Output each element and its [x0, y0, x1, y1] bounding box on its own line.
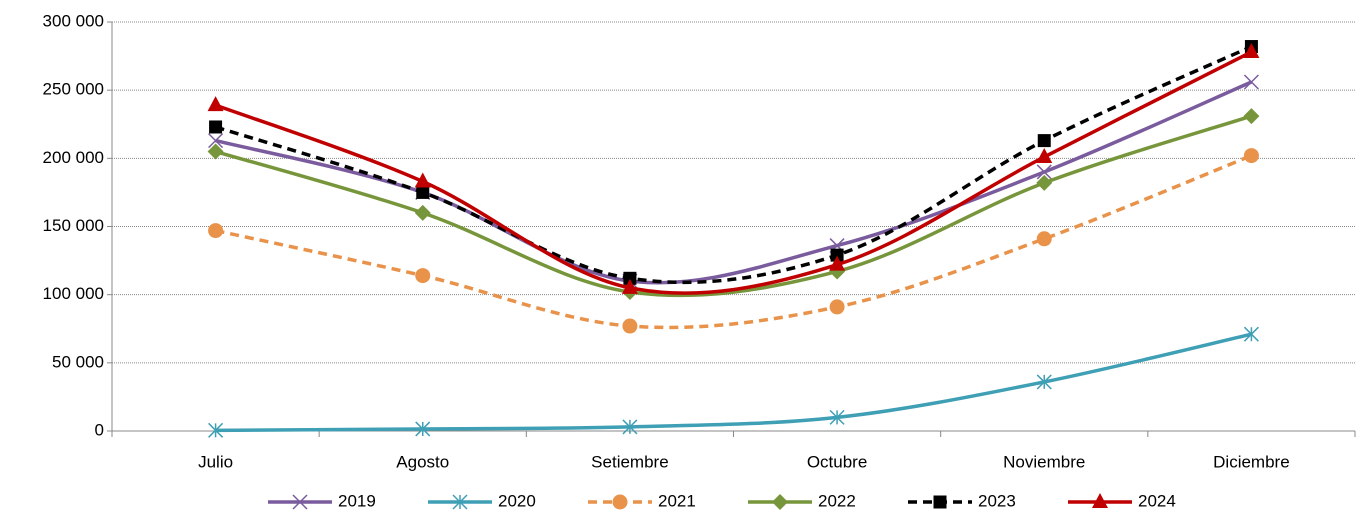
legend-item: 2020 — [428, 491, 536, 510]
data-point — [208, 133, 224, 149]
series-line — [215, 80, 1253, 285]
y-tick-label: 200 000 — [43, 148, 104, 167]
data-point — [1036, 147, 1053, 163]
x-tick-label: Noviembre — [1003, 452, 1085, 471]
y-tick-label: 150 000 — [43, 216, 104, 235]
x-tick-label: Octubre — [807, 452, 867, 471]
data-point — [208, 223, 224, 239]
legend-label: 2024 — [1138, 491, 1176, 510]
data-point — [1243, 108, 1260, 125]
data-point — [829, 255, 846, 271]
data-point — [415, 421, 431, 437]
legend-label: 2019 — [338, 491, 376, 510]
y-tick-label: 250 000 — [43, 80, 104, 99]
series-line — [215, 153, 1253, 330]
y-tick-label: 50 000 — [52, 352, 104, 371]
data-point — [1243, 42, 1260, 58]
legend-marker — [612, 494, 628, 510]
legend-item: 2019 — [268, 491, 376, 510]
data-point — [830, 248, 844, 262]
x-tick-label: Julio — [198, 452, 233, 471]
data-point — [414, 172, 431, 188]
data-point — [1036, 164, 1052, 180]
data-point — [207, 143, 224, 160]
data-point — [1243, 326, 1259, 342]
legend-marker — [452, 494, 468, 510]
legend-marker — [1092, 493, 1108, 508]
data-point — [1243, 74, 1259, 90]
series-line — [214, 50, 1253, 295]
x-tick-label: Agosto — [396, 452, 449, 471]
data-point — [1036, 374, 1052, 390]
data-point — [414, 204, 431, 221]
data-point — [621, 278, 638, 294]
y-tick-label: 0 — [95, 420, 104, 439]
legend-item: 2024 — [1068, 491, 1176, 510]
data-point — [1037, 134, 1051, 148]
legend-label: 2023 — [978, 491, 1016, 510]
legend-item: 2023 — [908, 491, 1016, 510]
legend-item: 2021 — [588, 491, 696, 510]
data-point — [622, 419, 638, 435]
data-point — [623, 271, 637, 285]
series-line — [215, 44, 1253, 285]
legend-marker — [772, 494, 788, 510]
legend-label: 2020 — [498, 491, 536, 510]
data-point — [1243, 148, 1259, 164]
data-point — [1036, 174, 1053, 191]
x-tick-label: Diciembre — [1213, 452, 1290, 471]
data-point — [415, 268, 431, 284]
legend-label: 2022 — [818, 491, 856, 510]
legend-marker — [292, 494, 308, 510]
legend-marker — [933, 495, 947, 509]
y-tick-label: 100 000 — [43, 284, 104, 303]
data-point — [1036, 231, 1052, 247]
legend-item: 2022 — [748, 491, 856, 510]
data-point — [829, 409, 845, 425]
y-tick-label: 300 000 — [43, 11, 104, 30]
data-point — [622, 318, 638, 334]
data-point — [829, 299, 845, 315]
data-point — [416, 185, 430, 199]
data-point — [208, 422, 224, 438]
x-tick-label: Setiembre — [591, 452, 668, 471]
data-point — [207, 96, 224, 112]
data-point — [209, 120, 223, 134]
series-line — [215, 332, 1252, 433]
series-line — [215, 114, 1252, 298]
legend-label: 2021 — [658, 491, 696, 510]
